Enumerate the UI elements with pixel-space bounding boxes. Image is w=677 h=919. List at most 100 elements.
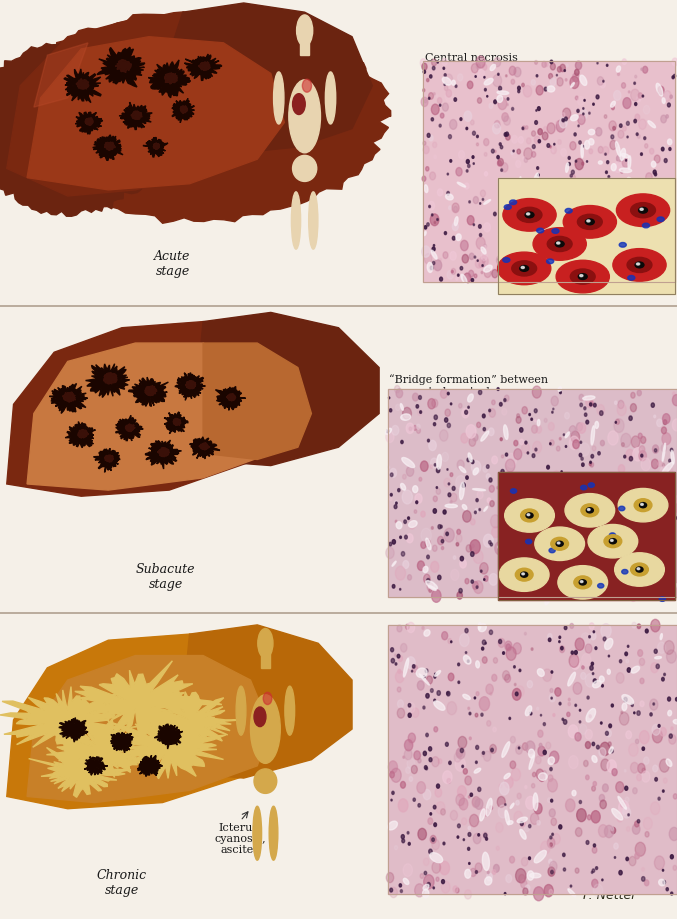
Ellipse shape (612, 809, 623, 820)
Polygon shape (149, 4, 372, 153)
Ellipse shape (586, 220, 594, 225)
Circle shape (531, 153, 536, 158)
Circle shape (430, 812, 432, 815)
Circle shape (617, 478, 626, 491)
Ellipse shape (617, 195, 670, 227)
Circle shape (548, 74, 552, 80)
Circle shape (403, 561, 409, 569)
Polygon shape (75, 113, 103, 135)
Circle shape (422, 627, 424, 630)
Ellipse shape (668, 574, 670, 589)
Circle shape (579, 117, 581, 119)
Circle shape (608, 743, 611, 746)
Circle shape (618, 465, 625, 474)
Circle shape (657, 191, 663, 199)
Circle shape (432, 590, 441, 603)
Ellipse shape (413, 486, 418, 494)
Circle shape (562, 719, 564, 720)
Circle shape (571, 171, 574, 175)
Circle shape (539, 774, 545, 782)
Circle shape (672, 395, 677, 406)
Circle shape (476, 238, 485, 250)
Circle shape (458, 74, 463, 82)
Circle shape (416, 428, 420, 434)
Ellipse shape (565, 433, 569, 438)
Circle shape (582, 666, 584, 669)
Circle shape (511, 768, 521, 781)
Circle shape (484, 809, 489, 816)
Circle shape (542, 669, 552, 682)
Circle shape (473, 69, 481, 79)
Circle shape (614, 197, 622, 208)
Circle shape (546, 743, 551, 749)
Circle shape (619, 870, 622, 875)
Ellipse shape (526, 556, 529, 572)
Circle shape (389, 409, 392, 413)
Circle shape (527, 215, 533, 223)
Circle shape (641, 69, 642, 72)
Circle shape (407, 758, 415, 769)
Circle shape (391, 768, 401, 782)
Circle shape (505, 454, 508, 457)
Circle shape (598, 824, 608, 837)
Circle shape (592, 786, 596, 791)
Circle shape (515, 692, 518, 696)
Circle shape (432, 400, 438, 408)
Ellipse shape (580, 581, 583, 583)
Circle shape (499, 540, 501, 544)
Ellipse shape (592, 681, 601, 688)
Ellipse shape (454, 218, 458, 226)
Circle shape (642, 877, 645, 881)
Circle shape (460, 557, 464, 562)
Circle shape (450, 501, 452, 504)
Circle shape (610, 486, 612, 489)
Circle shape (568, 725, 578, 738)
Circle shape (568, 698, 570, 701)
Circle shape (531, 81, 536, 86)
Circle shape (455, 757, 466, 771)
Circle shape (493, 75, 502, 87)
Circle shape (604, 477, 611, 485)
Circle shape (429, 589, 432, 593)
Circle shape (456, 749, 462, 757)
Circle shape (616, 782, 624, 793)
Circle shape (418, 759, 421, 763)
Circle shape (407, 832, 409, 834)
Circle shape (483, 751, 491, 762)
Ellipse shape (468, 394, 473, 403)
Circle shape (431, 689, 433, 693)
Ellipse shape (645, 584, 649, 599)
Circle shape (502, 510, 504, 514)
Circle shape (520, 505, 529, 517)
Ellipse shape (580, 276, 583, 278)
Circle shape (434, 464, 436, 467)
Circle shape (529, 582, 531, 584)
Polygon shape (59, 718, 88, 743)
Circle shape (420, 874, 424, 879)
Circle shape (483, 466, 487, 472)
Ellipse shape (250, 695, 280, 764)
Circle shape (427, 79, 429, 83)
Circle shape (579, 395, 584, 402)
Circle shape (494, 658, 498, 664)
Circle shape (403, 864, 412, 877)
Ellipse shape (619, 473, 622, 491)
Circle shape (473, 434, 478, 442)
Circle shape (442, 453, 448, 462)
Circle shape (550, 440, 554, 446)
Circle shape (537, 167, 539, 170)
Circle shape (433, 546, 437, 551)
Circle shape (494, 101, 496, 105)
Bar (388, 625, 677, 894)
Circle shape (575, 651, 577, 654)
Circle shape (407, 623, 415, 633)
Circle shape (504, 399, 506, 403)
Circle shape (434, 156, 437, 160)
Circle shape (406, 467, 414, 477)
Circle shape (494, 59, 501, 68)
Polygon shape (137, 755, 162, 777)
Circle shape (424, 766, 427, 769)
Polygon shape (148, 61, 190, 98)
Circle shape (568, 703, 571, 706)
Circle shape (485, 642, 486, 644)
